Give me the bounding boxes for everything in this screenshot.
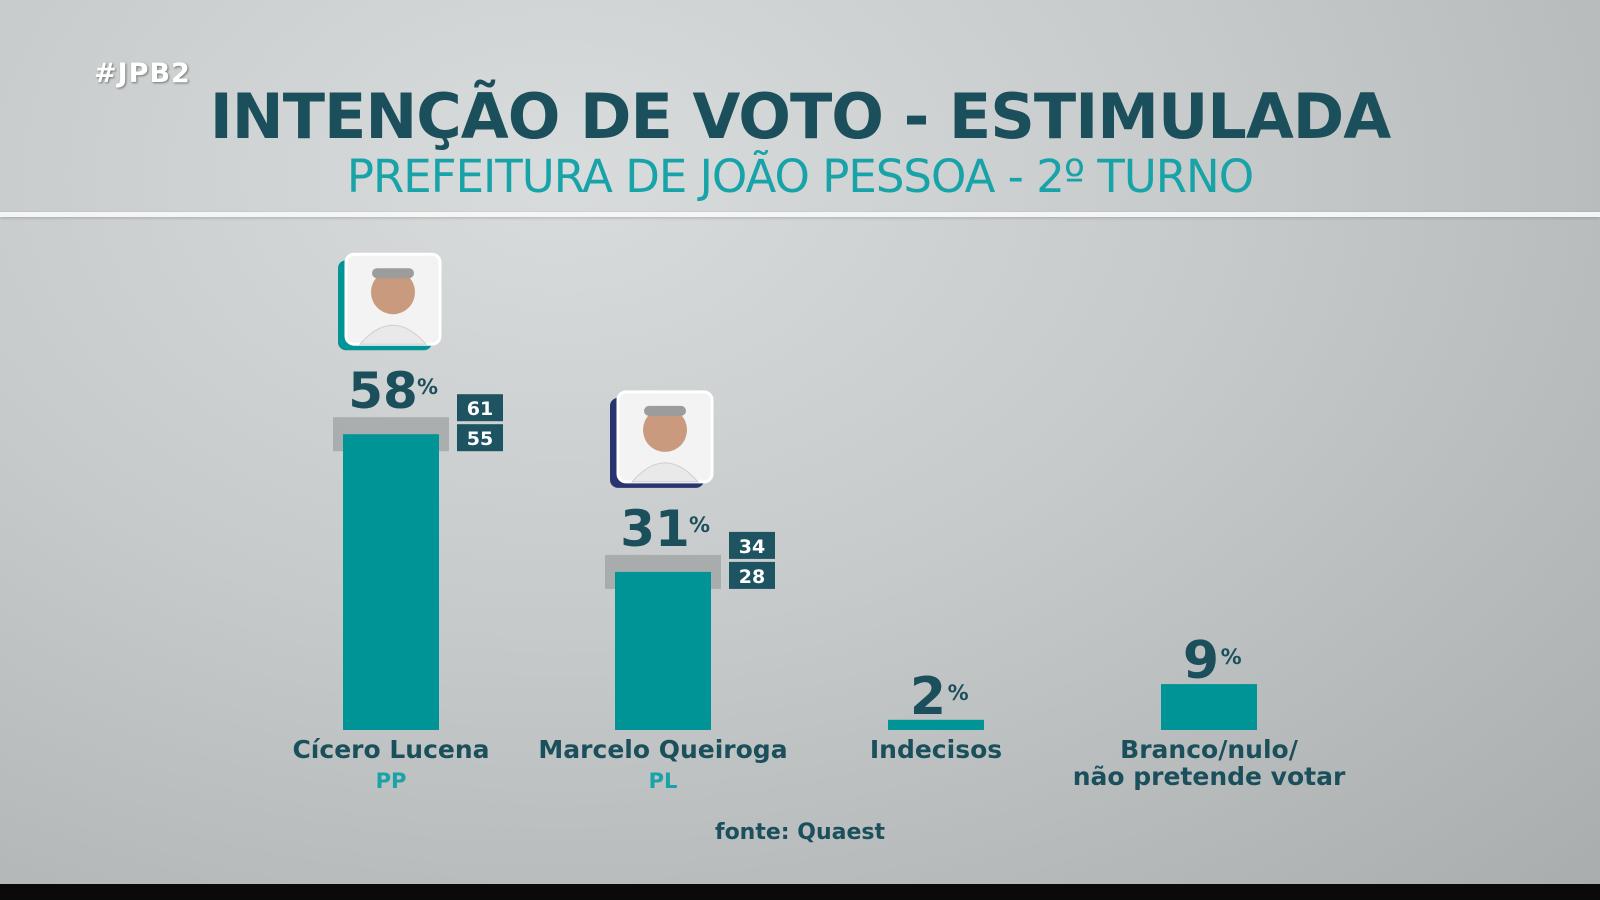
portrait-hair-icon [372,268,414,279]
chart-title: INTENÇÃO DE VOTO - ESTIMULADA [209,80,1392,153]
portrait-hair-icon [644,405,686,416]
range-lower-box-2 [729,561,775,589]
bar-1 [343,434,439,730]
category-label-4: não pretende votar [1073,762,1346,791]
value-label-1: 58 [348,362,418,420]
unit-label-3: % [948,681,969,705]
bar-3 [888,719,984,730]
value-label-3: 2 [910,667,946,727]
unit-label-2: % [689,513,710,537]
range-lower-1: 55 [467,428,493,450]
category-label-3: Indecisos [870,735,1002,764]
portrait-shoulders-icon [358,324,428,345]
bar-4 [1161,684,1257,730]
party-label-2: PL [649,769,678,793]
category-label-2: Marcelo Queiroga [538,735,787,764]
chart-subtitle: PREFEITURA DE JOÃO PESSOA - 2º TURNO [346,150,1254,203]
range-upper-1: 61 [467,398,493,420]
value-label-4: 9 [1183,631,1219,691]
range-lower-box-1 [457,424,503,452]
category-label-4: Branco/nulo/ [1120,735,1299,764]
header-divider [0,212,1600,217]
range-upper-2: 34 [739,536,765,558]
portrait-icon [643,407,687,452]
range-upper-box-2 [729,531,775,559]
party-label-1: PP [376,769,407,793]
source-note: fonte: Quaest [715,820,885,845]
portrait-icon [371,270,415,315]
bar-2 [615,571,711,730]
hashtag-label: #JPB2 [94,58,191,89]
portrait-shoulders-icon [630,462,700,483]
bottom-bar [0,884,1600,900]
unit-label-4: % [1221,645,1242,669]
range-upper-box-1 [457,394,503,422]
unit-label-1: % [417,375,438,399]
range-lower-2: 28 [739,566,765,588]
category-label-1: Cícero Lucena [292,735,489,764]
value-label-2: 31 [620,500,690,558]
